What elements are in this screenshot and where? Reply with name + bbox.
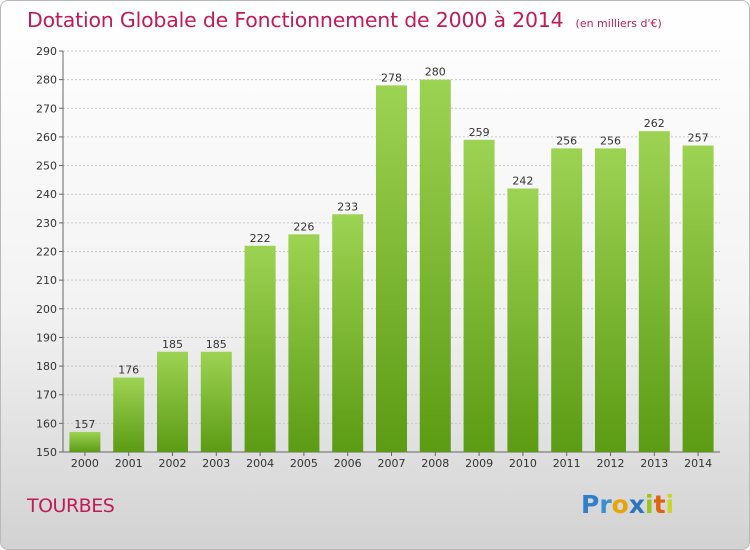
chart-title: Dotation Globale de Fonctionnement de 20… xyxy=(27,8,564,32)
y-tick-label: 220 xyxy=(36,246,57,259)
bar-value-label: 233 xyxy=(337,200,358,213)
y-tick-label: 210 xyxy=(36,274,57,287)
bar xyxy=(200,351,232,452)
y-tick-label: 260 xyxy=(36,131,57,144)
bars xyxy=(69,79,714,453)
y-tick-label: 270 xyxy=(36,102,57,115)
x-tick-label: 2006 xyxy=(334,457,362,470)
commune-name: TOURBES xyxy=(27,495,115,517)
chart-subtitle: (en milliers d'€) xyxy=(575,17,662,30)
bar xyxy=(244,245,276,452)
bar xyxy=(157,351,188,452)
x-tick-label: 2011 xyxy=(553,457,581,470)
x-tick-label: 2001 xyxy=(115,457,143,470)
y-tick-label: 150 xyxy=(36,446,57,459)
bar xyxy=(288,234,320,452)
y-tick-label: 280 xyxy=(36,74,57,87)
y-tick-label: 180 xyxy=(36,360,57,373)
bar xyxy=(463,139,495,453)
bar xyxy=(113,377,145,452)
y-tick-label: 240 xyxy=(36,188,57,201)
y-tick-label: 230 xyxy=(36,217,57,230)
bar-value-label: 242 xyxy=(512,174,533,187)
bar-value-label: 185 xyxy=(206,338,227,351)
y-tick-label: 250 xyxy=(36,160,57,173)
y-tick-label: 190 xyxy=(36,331,57,344)
bar-value-label: 176 xyxy=(118,364,139,377)
bar xyxy=(507,188,539,452)
bar-value-label: 259 xyxy=(469,126,490,139)
bar xyxy=(595,148,626,452)
x-tick-label: 2007 xyxy=(378,457,406,470)
bar xyxy=(332,214,364,452)
x-tick-label: 2008 xyxy=(421,457,449,470)
labels: 150 160 170 180 190 200 210 220 230 240 250 260 270 2… xyxy=(36,45,712,470)
bar xyxy=(638,131,670,452)
x-tick-label: 2009 xyxy=(465,457,493,470)
x-tick-label: 2014 xyxy=(684,457,712,470)
bar xyxy=(376,85,407,452)
x-tick-label: 2013 xyxy=(640,457,668,470)
y-tick-label: 290 xyxy=(36,45,57,58)
bar xyxy=(419,79,451,453)
bar-value-label: 226 xyxy=(293,220,314,233)
bar-value-label: 262 xyxy=(644,117,665,130)
bar xyxy=(682,145,714,452)
x-tick-label: 2003 xyxy=(202,457,230,470)
bar-value-label: 256 xyxy=(600,134,621,147)
y-tick-label: 170 xyxy=(36,389,57,402)
bar-value-label: 157 xyxy=(74,418,95,431)
bar-value-label: 280 xyxy=(425,66,446,79)
x-tick-label: 2004 xyxy=(246,457,274,470)
x-tick-label: 2005 xyxy=(290,457,318,470)
y-tick-label: 160 xyxy=(36,417,57,430)
x-tick-label: 2010 xyxy=(509,457,537,470)
title-line: Dotation Globale de Fonctionnement de 20… xyxy=(27,8,662,32)
bar xyxy=(69,431,101,452)
bar xyxy=(551,148,583,452)
bar-value-label: 256 xyxy=(556,134,577,147)
bar-value-label: 185 xyxy=(162,338,183,351)
bar-value-label: 278 xyxy=(381,71,402,84)
proxiti-logo: Proxiti xyxy=(581,490,675,519)
bar-value-label: 257 xyxy=(688,132,709,145)
x-tick-label: 2000 xyxy=(71,457,99,470)
x-tick-label: 2002 xyxy=(159,457,187,470)
bar-value-label: 222 xyxy=(250,232,271,245)
x-tick-label: 2012 xyxy=(597,457,625,470)
y-tick-label: 200 xyxy=(36,303,57,316)
